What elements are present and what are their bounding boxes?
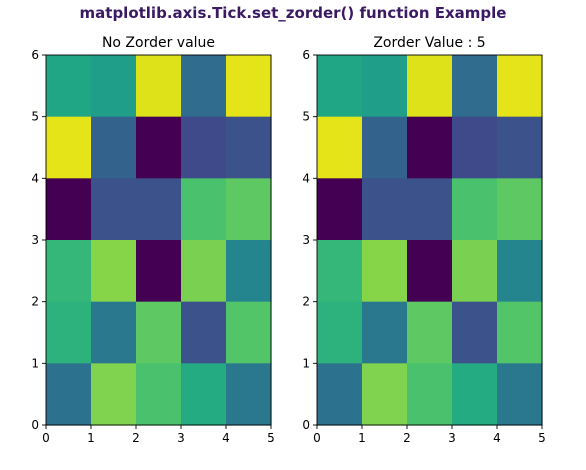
y-tick-label: 0 bbox=[302, 418, 310, 432]
x-tick-label: 1 bbox=[358, 431, 366, 445]
heatmap-cell bbox=[91, 55, 137, 118]
heatmap-cell bbox=[91, 301, 137, 364]
heatmap-cell bbox=[136, 178, 182, 241]
heatmap-cell bbox=[226, 178, 272, 241]
heatmap-cell bbox=[452, 178, 498, 241]
x-tick-label: 4 bbox=[493, 431, 501, 445]
heatmap-cell bbox=[497, 116, 543, 179]
heatmap-cell bbox=[362, 240, 408, 303]
figure-suptitle: matplotlib.axis.Tick.set_zorder() functi… bbox=[79, 4, 507, 22]
heatmap-cell bbox=[407, 301, 453, 364]
y-tick-label: 5 bbox=[302, 110, 310, 124]
heatmap-cell bbox=[407, 55, 453, 118]
x-tick-label: 1 bbox=[87, 431, 95, 445]
heatmap-cell bbox=[136, 363, 182, 426]
heatmap-cell bbox=[362, 116, 408, 179]
heatmap-cell bbox=[317, 301, 363, 364]
heatmap-cell bbox=[497, 301, 543, 364]
y-tick-label: 2 bbox=[302, 295, 310, 309]
axes-1: 0 1 2 3 4 5 0 1 2 3 4 5 6 No Zorder value bbox=[31, 35, 274, 445]
heatmap-cell bbox=[362, 363, 408, 426]
heatmap-cell bbox=[136, 240, 182, 303]
heatmap-cell bbox=[226, 116, 272, 179]
heatmap-cell bbox=[497, 363, 543, 426]
y-tick-label: 3 bbox=[31, 233, 39, 247]
y-tick-label: 6 bbox=[302, 48, 310, 62]
y-tick-label: 1 bbox=[31, 356, 39, 370]
heatmap-cell bbox=[46, 55, 92, 118]
heatmap-cell bbox=[181, 301, 227, 364]
heatmap-cell bbox=[91, 240, 137, 303]
heatmap-cell bbox=[317, 240, 363, 303]
heatmap-cell bbox=[46, 301, 92, 364]
heatmap-cell bbox=[226, 55, 272, 118]
x-tick-label: 2 bbox=[132, 431, 140, 445]
heatmap-cell bbox=[497, 240, 543, 303]
heatmap-cell bbox=[226, 301, 272, 364]
heatmap-cell bbox=[452, 240, 498, 303]
heatmap-cell bbox=[452, 55, 498, 118]
heatmap-cell bbox=[136, 55, 182, 118]
heatmap-cell bbox=[91, 178, 137, 241]
heatmap-cell bbox=[452, 301, 498, 364]
heatmap-cell bbox=[317, 116, 363, 179]
x-tick-label: 3 bbox=[448, 431, 456, 445]
y-tick-label: 4 bbox=[302, 171, 310, 185]
y-tick-label: 6 bbox=[31, 48, 39, 62]
heatmap-cell bbox=[317, 178, 363, 241]
axes-2: 0 1 2 3 4 5 0 1 2 3 4 5 6 Zorder Value : 5 bbox=[302, 35, 545, 445]
heatmap-cell bbox=[362, 178, 408, 241]
heatmap-cell bbox=[46, 116, 92, 179]
heatmap-cell bbox=[181, 178, 227, 241]
x-tick-label: 5 bbox=[538, 431, 546, 445]
y-tick-label: 2 bbox=[31, 295, 39, 309]
heatmap-cell bbox=[362, 301, 408, 364]
heatmap-cell bbox=[181, 55, 227, 118]
heatmap-cell bbox=[407, 116, 453, 179]
heatmap-cell bbox=[452, 363, 498, 426]
heatmap-cell bbox=[226, 240, 272, 303]
heatmap-cell bbox=[407, 363, 453, 426]
x-tick-label: 0 bbox=[313, 431, 321, 445]
heatmap-cell bbox=[407, 240, 453, 303]
heatmap-cell bbox=[91, 116, 137, 179]
heatmap-cell bbox=[226, 363, 272, 426]
x-tick-label: 0 bbox=[42, 431, 50, 445]
y-tick-label: 0 bbox=[31, 418, 39, 432]
heatmap-cell bbox=[91, 363, 137, 426]
heatmap-cell bbox=[136, 301, 182, 364]
heatmap-cell bbox=[181, 363, 227, 426]
heatmap-cell bbox=[452, 116, 498, 179]
heatmap-cell bbox=[46, 178, 92, 241]
y-tick-label: 4 bbox=[31, 171, 39, 185]
heatmap-cell bbox=[317, 363, 363, 426]
axes-title: No Zorder value bbox=[102, 35, 215, 51]
heatmap-cell bbox=[46, 240, 92, 303]
heatmap-cell bbox=[46, 363, 92, 426]
heatmap-cell bbox=[136, 116, 182, 179]
heatmap-cell bbox=[407, 178, 453, 241]
heatmap-cell bbox=[497, 178, 543, 241]
heatmap-cell bbox=[181, 116, 227, 179]
x-tick-label: 3 bbox=[177, 431, 185, 445]
y-tick-label: 5 bbox=[31, 110, 39, 124]
heatmap-cell bbox=[497, 55, 543, 118]
heatmap-cell bbox=[181, 240, 227, 303]
axes-title: Zorder Value : 5 bbox=[373, 35, 485, 51]
heatmap-cell bbox=[362, 55, 408, 118]
x-tick-label: 5 bbox=[267, 431, 275, 445]
x-tick-label: 2 bbox=[403, 431, 411, 445]
y-tick-label: 3 bbox=[302, 233, 310, 247]
heatmap-cell bbox=[317, 55, 363, 118]
x-tick-label: 4 bbox=[222, 431, 230, 445]
y-tick-label: 1 bbox=[302, 356, 310, 370]
